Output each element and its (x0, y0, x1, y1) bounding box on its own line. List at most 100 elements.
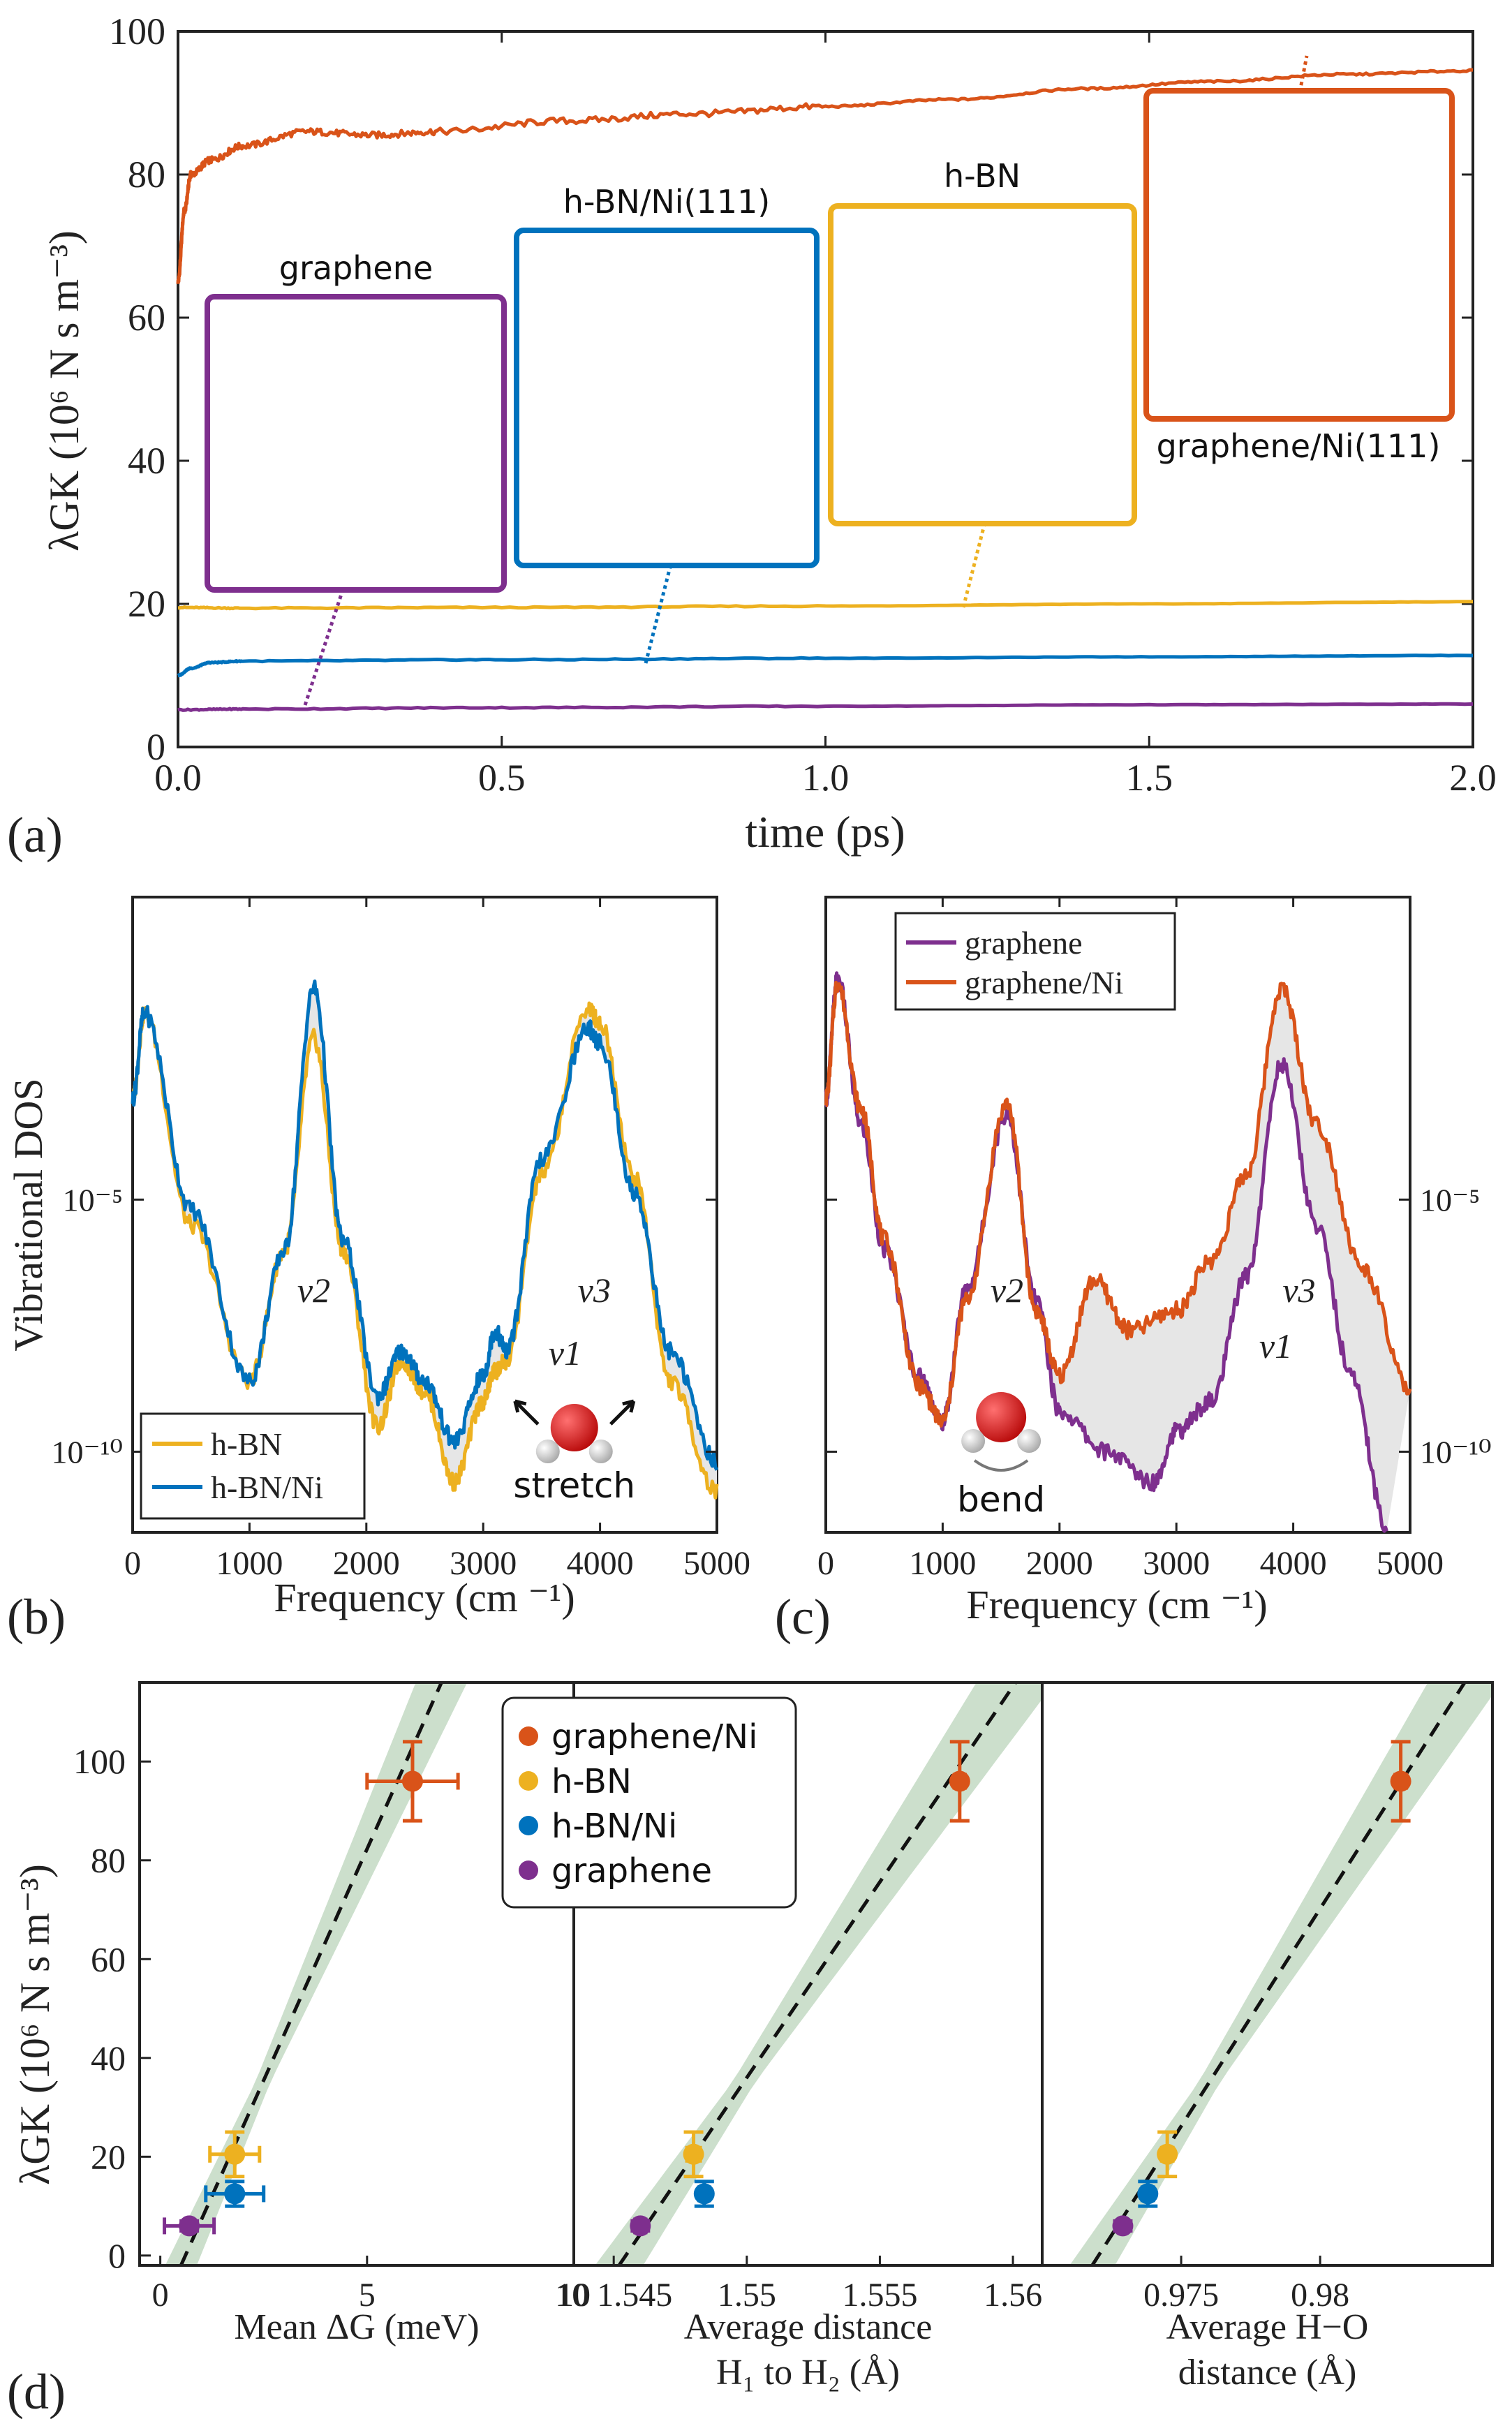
subplot-2: 10 1.545 1.55 1.555 1.56 Average distance H₁ … (555, 1681, 1044, 2392)
data-marker (1137, 2183, 1159, 2205)
x-tick-label: 10 1.545 (555, 2277, 672, 2314)
subplot-plot-area (595, 1682, 1042, 2265)
x-tick-label: 4000 (567, 1545, 634, 1582)
data-marker (1112, 2215, 1134, 2237)
legend-entry: h-BN (551, 1762, 632, 1801)
inset-graphene: graphene (205, 249, 507, 593)
inset-label: h-BN/Ni(111) (563, 183, 770, 221)
inset-leader-line (303, 591, 344, 706)
inset-leader-line (644, 566, 672, 664)
x-axis-label: H₁ to H₂ (Å) (716, 2353, 900, 2392)
inset-frame (1143, 88, 1455, 422)
oxygen-atom-sketch (976, 1392, 1027, 1442)
bend-arrow-icon (973, 1459, 1029, 1472)
hydrogen-atom-sketch (588, 1440, 613, 1463)
x-tick-label: 0.5 (478, 757, 526, 799)
legend-entry: graphene (551, 1851, 712, 1891)
y-tick-label: 40 (128, 440, 165, 482)
annotation-nu3: ν3 (578, 1271, 611, 1310)
data-marker (630, 2215, 651, 2237)
data-marker (224, 2183, 246, 2205)
inset-frame (514, 228, 820, 568)
annotation-stretch: stretch (513, 1465, 635, 1506)
panel-c-y-ticks: 10⁻⁵ 10⁻¹⁰ (826, 1182, 1492, 1470)
panel-c: 0 1000 2000 3000 4000 5000 10⁻⁵ 10⁻¹⁰ ν2 ν3 ν1 be… (775, 896, 1492, 1645)
y-tick-label: 40 (91, 2039, 126, 2078)
panel-b-ylabel: Vibrational DOS (6, 1078, 51, 1351)
inset-frame (205, 294, 507, 593)
y-tick-label: 100 (73, 1742, 126, 1781)
y-tick-label: 10⁻⁵ (1420, 1182, 1480, 1218)
panel-c-series (824, 971, 1412, 1533)
inset-leader-line (961, 524, 986, 608)
x-tick-label: 5000 (1377, 1545, 1444, 1582)
inset-graphene-ni-111-: graphene/Ni(111) (1143, 88, 1455, 465)
annotation-nu2: ν2 (991, 1271, 1023, 1310)
y-tick-label: 100 (109, 10, 165, 52)
series-line-graphene-ni-111- (176, 68, 1474, 284)
panel-b-x-ticks: 0 1000 2000 3000 4000 5000 (124, 897, 750, 1582)
data-point-h-bn-ni (693, 2180, 715, 2208)
data-marker (401, 1770, 423, 1792)
data-point-graphene (630, 2215, 651, 2237)
y-tick-label: 60 (128, 297, 165, 339)
legend-box (140, 1412, 366, 1520)
inset-label: h-BN (944, 157, 1021, 195)
y-tick-label: 0 (108, 2236, 126, 2275)
legend-swatch (519, 1726, 538, 1746)
inset-label: graphene/Ni(111) (1157, 427, 1441, 465)
panel-a: 0.0 0.5 1.0 1.5 2.0 0 20 40 60 80 100 graphene h-B… (7, 10, 1497, 863)
x-tick-label: 2000 (1026, 1545, 1093, 1582)
panel-c-legend: graphene graphene/Ni (894, 912, 1176, 1011)
panel-a-xlabel: time (ps) (745, 807, 905, 857)
annotation-nu3: ν3 (1282, 1271, 1315, 1310)
data-marker (179, 2215, 200, 2237)
x-tick-label: 0.0 (154, 757, 202, 799)
panel-a-ylabel: λGK (10⁶ N s m⁻³) (41, 230, 87, 552)
legend-entry: h-BN/Ni (211, 1470, 323, 1505)
series-line-h-bn-ni (131, 979, 719, 1471)
y-tick-label: 60 (91, 1939, 126, 1978)
legend-entry: h-BN (211, 1426, 282, 1462)
x-axis-label: Mean ΔG (meV) (234, 2307, 479, 2347)
annotation-nu1: ν1 (1259, 1326, 1292, 1366)
data-point-graphene-ni (949, 1740, 970, 1823)
panel-c-x-ticks: 0 1000 2000 3000 4000 5000 (817, 897, 1444, 1582)
difference-area (826, 972, 1410, 1532)
panel-d-subplots: 0 5 10 Mean ΔG (meV) 10 1.545 1.55 1.555 1.56 Av… (138, 1681, 1494, 2392)
inset-h-bn-ni-111-: h-BN/Ni(111) (514, 183, 820, 568)
x-tick-label: 1000 (216, 1545, 283, 1582)
x-tick-label: 3000 (1143, 1545, 1210, 1582)
panel-a-inset-leaders (303, 55, 1309, 706)
x-axis-label: distance (Å) (1178, 2353, 1357, 2392)
x-tick-label: 4000 (1260, 1545, 1327, 1582)
x-tick-label: 1.56 (984, 2277, 1042, 2314)
inset-leader-line (1298, 55, 1309, 93)
oxygen-atom-sketch (550, 1404, 598, 1451)
x-tick-label: 2.0 (1449, 757, 1497, 799)
x-tick-label: 2000 (333, 1545, 400, 1582)
series-line-h-bn-ni-111- (177, 653, 1474, 678)
x-tick-label: 1.555 (842, 2277, 917, 2314)
data-point-graphene (1112, 2215, 1134, 2237)
y-tick-label: 10⁻¹⁰ (51, 1434, 123, 1470)
y-tick-label: 0 (147, 726, 165, 768)
legend-box (501, 1696, 797, 1909)
panel-a-series (176, 68, 1474, 712)
hydrogen-atom-sketch (961, 1429, 986, 1453)
panel-d-legend: graphene/Ni h-BN h-BN/Ni graphene (501, 1696, 797, 1909)
x-tick-label: 1.0 (802, 757, 850, 799)
legend-entry: graphene (965, 925, 1083, 961)
subplot-plot-area (163, 1682, 468, 2265)
y-tick-label: 80 (128, 154, 165, 195)
panel-d: 0 5 10 Mean ΔG (meV) 10 1.545 1.55 1.555 1.56 Av… (7, 1681, 1494, 2419)
x-tick-label: 0 (817, 1545, 834, 1582)
annotation-bend: bend (957, 1479, 1045, 1520)
data-marker (1390, 1770, 1411, 1792)
hydrogen-atom-sketch (535, 1440, 560, 1463)
panel-b-legend: h-BN h-BN/Ni (140, 1412, 366, 1520)
y-tick-label: 80 (91, 1841, 126, 1880)
inset-label: graphene (279, 249, 433, 287)
